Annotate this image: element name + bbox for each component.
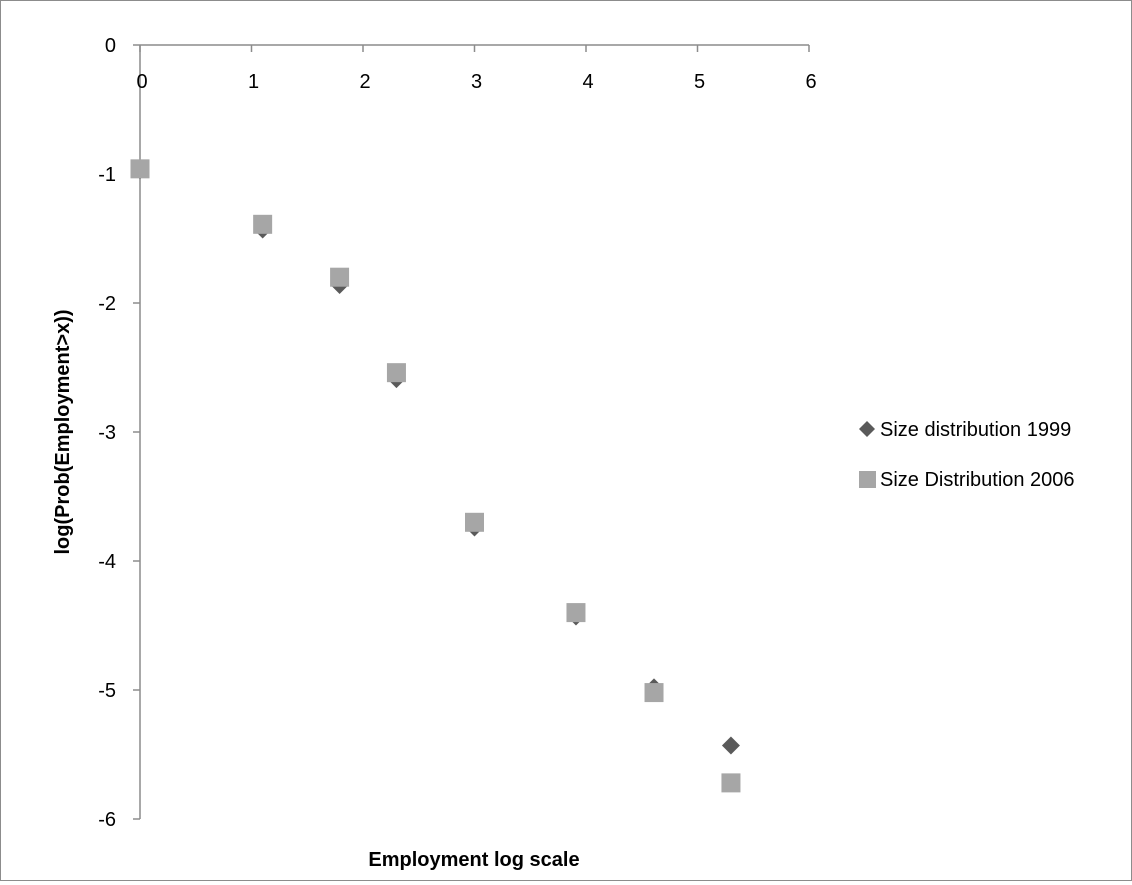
axes: 0 -1 -2 -3 -4 -5 -6 0 1 2 3 4 5 6 xyxy=(98,35,816,831)
x-tick-label: 2 xyxy=(359,71,370,93)
point-2006 xyxy=(465,512,484,532)
y-ticks: 0 -1 -2 -3 -4 -5 -6 xyxy=(98,35,140,831)
y-tick-label: -6 xyxy=(98,809,116,831)
x-tick-label: 0 xyxy=(136,71,147,93)
x-axis-title: Employment log scale xyxy=(368,849,579,871)
y-tick-label: -3 xyxy=(98,422,116,444)
point-2006 xyxy=(330,267,350,287)
x-tick-label: 6 xyxy=(805,71,816,93)
y-tick-label: -2 xyxy=(98,293,116,315)
y-tick-label: -4 xyxy=(98,551,116,573)
data-points xyxy=(130,159,741,793)
y-axis-title: log(Prob(Employment>x)) xyxy=(52,309,74,554)
y-tick-label: -1 xyxy=(98,164,116,186)
legend: Size distribution 1999 Size Distribution … xyxy=(859,419,1075,491)
x-tick-label: 3 xyxy=(471,71,482,93)
point-2006 xyxy=(644,683,664,703)
point-2006 xyxy=(386,363,406,383)
y-tick-label: -5 xyxy=(98,680,116,702)
y-tick-label: 0 xyxy=(105,35,116,57)
point-2006 xyxy=(253,214,273,234)
legend-marker-2006 xyxy=(859,471,876,488)
point-1999 xyxy=(721,736,740,755)
point-2006 xyxy=(566,603,586,623)
x-tick-label: 4 xyxy=(582,71,593,93)
legend-label: Size Distribution 2006 xyxy=(880,469,1075,491)
x-tick-label: 5 xyxy=(694,71,705,93)
x-ticks: 0 1 2 3 4 5 6 xyxy=(136,45,817,93)
legend-marker-1999 xyxy=(859,421,875,437)
legend-label: Size distribution 1999 xyxy=(880,419,1071,441)
x-tick-label: 1 xyxy=(248,71,259,93)
point-2006 xyxy=(721,773,741,793)
point-2006 xyxy=(130,159,150,179)
